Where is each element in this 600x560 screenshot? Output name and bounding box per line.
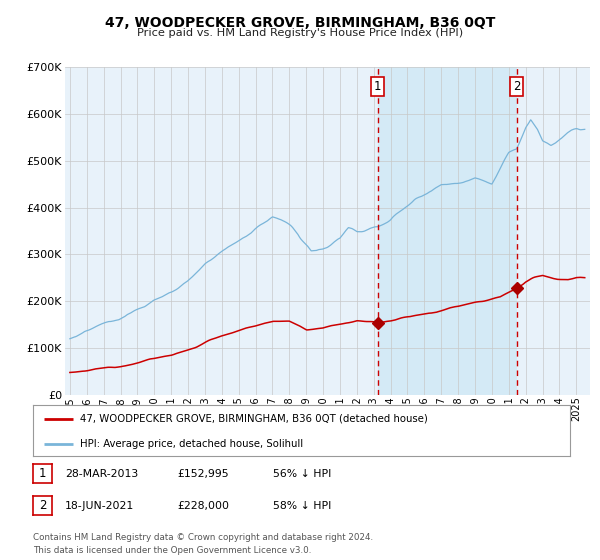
Text: 56% ↓ HPI: 56% ↓ HPI — [273, 469, 331, 479]
Text: 47, WOODPECKER GROVE, BIRMINGHAM, B36 0QT (detached house): 47, WOODPECKER GROVE, BIRMINGHAM, B36 0Q… — [80, 414, 428, 424]
Bar — [377, 67, 517, 395]
Text: Contains HM Land Registry data © Crown copyright and database right 2024.
This d: Contains HM Land Registry data © Crown c… — [33, 533, 373, 554]
Text: 18-JUN-2021: 18-JUN-2021 — [65, 501, 134, 511]
Text: 58% ↓ HPI: 58% ↓ HPI — [273, 501, 331, 511]
Text: £152,995: £152,995 — [177, 469, 229, 479]
Text: 1: 1 — [374, 80, 382, 94]
Text: 1: 1 — [39, 467, 46, 480]
Text: 2: 2 — [513, 80, 520, 94]
Text: 2: 2 — [39, 499, 46, 512]
Text: £228,000: £228,000 — [177, 501, 229, 511]
Text: Price paid vs. HM Land Registry's House Price Index (HPI): Price paid vs. HM Land Registry's House … — [137, 28, 463, 38]
Text: HPI: Average price, detached house, Solihull: HPI: Average price, detached house, Soli… — [80, 438, 304, 449]
Text: 28-MAR-2013: 28-MAR-2013 — [65, 469, 138, 479]
Text: 47, WOODPECKER GROVE, BIRMINGHAM, B36 0QT: 47, WOODPECKER GROVE, BIRMINGHAM, B36 0Q… — [105, 16, 495, 30]
